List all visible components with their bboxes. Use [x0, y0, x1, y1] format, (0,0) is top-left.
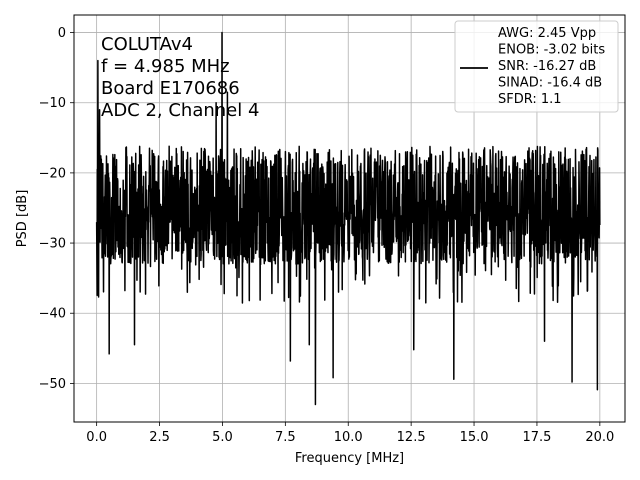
y-tick-label: −10	[39, 96, 66, 111]
x-tick-label: 7.5	[275, 430, 296, 445]
x-tick-label: 15.0	[460, 430, 489, 445]
y-tick-label: −40	[39, 307, 66, 322]
x-tick-label: 2.5	[149, 430, 170, 445]
x-axis-ticks: 0.0 2.5 5.0 7.5 10.0 12.5 15.0 17.5 20.0	[86, 422, 614, 445]
legend-line-4: SINAD: -16.4 dB	[498, 76, 602, 91]
x-tick-label: 0.0	[86, 430, 107, 445]
plot-frame	[73, 14, 626, 423]
x-axis-label: Frequency [MHz]	[295, 451, 404, 466]
y-tick-label: −30	[39, 237, 66, 252]
y-axis-label: PSD [dB]	[15, 190, 30, 248]
x-tick-label: 20.0	[585, 430, 614, 445]
legend-line-3: SNR: -16.27 dB	[498, 59, 596, 74]
x-tick-label: 12.5	[397, 430, 426, 445]
annotation-line-4: ADC 2, Channel 4	[101, 100, 259, 121]
annotation-line-1: COLUTAv4	[101, 34, 193, 55]
x-tick-label: 10.0	[334, 430, 363, 445]
legend: AWG: 2.45 Vpp ENOB: -3.02 bits SNR: -16.…	[454, 20, 619, 113]
x-tick-label: 17.5	[522, 430, 551, 445]
psd-series-line	[95, 31, 601, 406]
annotation-block: COLUTAv4 f = 4.985 MHz Board E170686 ADC…	[101, 34, 259, 121]
y-tick-label: −50	[39, 377, 66, 392]
series-layer	[95, 31, 601, 406]
legend-box	[454, 20, 619, 113]
annotation-line-2: f = 4.985 MHz	[101, 56, 230, 77]
annotation-line-3: Board E170686	[101, 78, 240, 99]
x-tick-label: 5.0	[212, 430, 233, 445]
legend-line-1: AWG: 2.45 Vpp	[498, 26, 596, 41]
y-tick-label: −20	[39, 166, 66, 181]
legend-line-5: SFDR: 1.1	[498, 92, 562, 107]
y-tick-label: 0	[58, 26, 66, 41]
y-axis-ticks: 0 −10 −20 −30 −40 −50	[39, 26, 74, 392]
legend-line-2: ENOB: -3.02 bits	[498, 43, 605, 58]
